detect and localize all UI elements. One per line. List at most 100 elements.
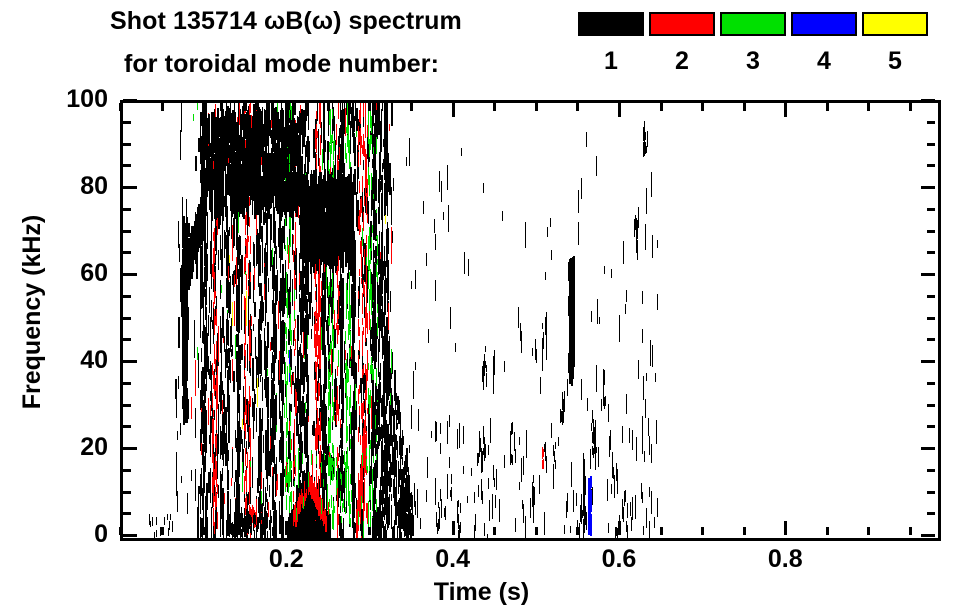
y-tick: [927, 142, 935, 146]
x-tick: [243, 103, 247, 111]
y-tick-label: 0: [94, 520, 108, 548]
x-tick: [160, 103, 164, 111]
legend-swatch-mode-5: [862, 12, 928, 36]
y-tick: [123, 490, 131, 494]
legend-label-mode-5: 5: [888, 47, 902, 75]
page-title-line-2: for toroidal mode number:: [124, 50, 439, 78]
y-tick: [921, 360, 935, 363]
y-tick: [123, 403, 131, 407]
x-tick-label: 0.6: [601, 545, 637, 573]
x-tick: [534, 103, 538, 111]
x-tick: [742, 103, 746, 111]
x-tick: [368, 527, 372, 535]
page-title-line-1: Shot 135714 ωB(ω) spectrum: [110, 7, 462, 35]
legend-swatch-mode-3: [720, 12, 786, 36]
y-tick: [921, 273, 935, 276]
y-tick: [927, 425, 935, 429]
spectrogram-canvas: [123, 103, 938, 538]
x-tick: [243, 527, 247, 535]
x-tick: [326, 103, 330, 111]
y-tick: [123, 468, 131, 472]
legend-item-mode-2[interactable]: 2: [649, 12, 715, 74]
y-tick: [123, 164, 131, 168]
y-tick: [921, 99, 935, 102]
x-tick: [784, 521, 788, 535]
x-tick: [659, 103, 663, 111]
x-tick: [784, 103, 788, 117]
x-tick: [701, 527, 705, 535]
legend-label-mode-1: 1: [604, 47, 618, 75]
legend-label-mode-2: 2: [675, 47, 689, 75]
x-tick: [285, 521, 289, 535]
x-tick: [202, 103, 206, 111]
legend-label-mode-3: 3: [746, 47, 760, 75]
y-tick: [927, 294, 935, 298]
x-tick: [160, 527, 164, 535]
legend: 1 2 3 4 5: [578, 12, 933, 87]
y-tick: [927, 251, 935, 255]
x-tick: [867, 527, 871, 535]
y-tick: [123, 251, 131, 255]
x-axis-label: Time (s): [433, 578, 530, 606]
y-tick-label: 80: [80, 172, 108, 200]
y-tick: [123, 142, 131, 146]
legend-item-mode-1[interactable]: 1: [578, 12, 644, 74]
y-tick: [123, 381, 131, 385]
x-tick: [285, 103, 289, 117]
y-tick: [123, 512, 131, 516]
y-tick-label: 20: [80, 433, 108, 461]
legend-item-mode-3[interactable]: 3: [720, 12, 786, 74]
plot-area: [120, 100, 941, 541]
y-tick: [123, 229, 131, 233]
x-tick: [119, 103, 122, 111]
x-tick: [576, 103, 580, 111]
x-tick: [410, 103, 414, 111]
y-tick: [927, 164, 935, 168]
y-tick-label: 40: [80, 346, 108, 374]
y-tick: [123, 186, 137, 189]
legend-label-mode-4: 4: [817, 47, 831, 75]
x-tick-label: 0.8: [767, 545, 803, 573]
y-tick: [921, 186, 935, 189]
y-tick: [123, 425, 131, 429]
x-tick: [410, 527, 414, 535]
legend-item-mode-4[interactable]: 4: [791, 12, 857, 74]
x-tick: [119, 527, 122, 535]
x-tick: [451, 521, 455, 535]
x-tick: [867, 103, 871, 111]
x-tick: [202, 527, 206, 535]
legend-swatch-mode-1: [578, 12, 644, 36]
x-tick: [659, 527, 663, 535]
y-axis-label: Frequency (kHz): [18, 214, 46, 410]
x-tick: [451, 103, 455, 117]
y-tick: [123, 360, 137, 363]
y-tick: [927, 229, 935, 233]
legend-swatch-mode-2: [649, 12, 715, 36]
y-tick: [921, 447, 935, 450]
x-tick: [617, 103, 621, 117]
y-tick: [921, 534, 935, 537]
x-tick: [825, 103, 829, 111]
x-tick: [909, 527, 913, 535]
x-tick: [825, 527, 829, 535]
y-tick-label: 60: [80, 259, 108, 287]
y-tick: [927, 120, 935, 124]
y-tick: [927, 468, 935, 472]
x-tick: [326, 527, 330, 535]
y-tick: [927, 381, 935, 385]
y-tick: [123, 99, 137, 102]
spectrogram-canvas-wrap: [123, 103, 938, 538]
x-tick: [742, 527, 746, 535]
x-tick-label: 0.4: [435, 545, 471, 573]
x-tick: [493, 527, 497, 535]
y-tick-label: 100: [66, 85, 108, 113]
y-tick: [123, 120, 131, 124]
x-tick: [368, 103, 372, 111]
y-tick: [123, 294, 131, 298]
x-tick: [493, 103, 497, 111]
y-tick: [927, 207, 935, 211]
legend-item-mode-5[interactable]: 5: [862, 12, 928, 74]
y-tick: [123, 534, 137, 537]
y-tick: [927, 316, 935, 320]
y-tick: [123, 447, 137, 450]
